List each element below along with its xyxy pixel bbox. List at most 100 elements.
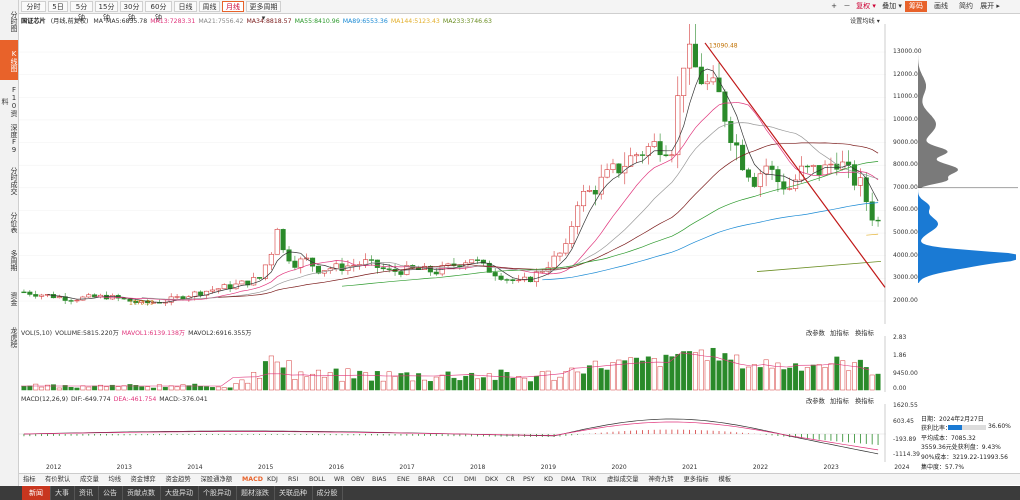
toolbar-right-button-0[interactable]: + — [831, 2, 837, 10]
chip-profit-area — [918, 187, 1016, 283]
candle-body — [533, 271, 539, 283]
candle-body — [539, 271, 545, 273]
indicator-tab-5[interactable]: 资金趋势 — [165, 476, 191, 483]
macd_legend-item: DIF:-649.774 — [71, 396, 111, 403]
indicator-tab-17[interactable]: DMI — [464, 476, 477, 483]
indicator-tab-14[interactable]: ENE — [397, 476, 410, 483]
indicator-tab-23[interactable]: TRIX — [582, 476, 597, 483]
toolbar-right-button-2[interactable]: 复权 ▾ — [856, 2, 876, 10]
sub-button-1[interactable]: 加指标 — [830, 398, 849, 405]
period-button-2[interactable]: 5分钟 — [70, 1, 93, 22]
volume-bar — [310, 373, 316, 391]
left-tab-2[interactable]: F10资料 — [1, 85, 18, 117]
price-tick: 10000.00 — [893, 115, 922, 123]
sub-button-2[interactable]: 换指标 — [855, 398, 874, 405]
volume-bar — [386, 371, 392, 391]
candle-body — [351, 264, 357, 267]
candle-body — [634, 154, 640, 157]
period-button-7[interactable]: 周线 — [199, 1, 220, 12]
sub-button-1[interactable]: 加指标 — [830, 330, 849, 337]
toolbar-right-button-5[interactable]: 画线 — [934, 2, 948, 10]
toolbar-right-button-6[interactable]: 简约 — [959, 2, 973, 10]
period-button-1[interactable]: 5日 — [48, 1, 68, 12]
news-tab-6[interactable]: 个股异动 — [198, 486, 237, 500]
indicator-tab-10[interactable]: BOLL — [309, 476, 326, 483]
indicator-tab-3[interactable]: 均线 — [108, 476, 122, 483]
news-tab-4[interactable]: 贡献点数 — [122, 486, 161, 500]
period-button-6[interactable]: 日线 — [174, 1, 197, 12]
news-tab-7[interactable]: 题材涨跌 — [236, 486, 275, 500]
indicator-tab-16[interactable]: CCI — [443, 476, 454, 483]
sub-button-0[interactable]: 改参数 — [806, 330, 825, 337]
period-button-5[interactable]: 60分钟 — [145, 1, 172, 22]
volume-bar — [363, 372, 369, 391]
indicator-tab-9[interactable]: RSI — [288, 476, 299, 483]
news-tab-0[interactable]: 新闻 — [22, 486, 51, 500]
indicator-tab-22[interactable]: DMA — [561, 476, 576, 483]
indicator-tab-6[interactable]: 深股通净额 — [200, 476, 232, 483]
volume-bar — [787, 367, 793, 391]
indicator-tab-27[interactable]: 模板 — [718, 476, 732, 483]
left-tab-6[interactable]: 多周期 — [10, 249, 18, 271]
news-tab-1[interactable]: 大事 — [50, 486, 75, 500]
volume-bar — [162, 386, 168, 391]
period-button-3[interactable]: 15分钟 — [95, 1, 118, 22]
left-tab-4[interactable]: 分时成交 — [10, 167, 18, 195]
indicator-tab-21[interactable]: KD — [544, 476, 553, 483]
toolbar-right-button-4[interactable]: 筹码 — [905, 1, 927, 12]
period-button-8[interactable]: 月线 — [222, 1, 244, 12]
candle-body — [50, 294, 56, 299]
volume-bar — [233, 383, 239, 391]
left-tab-3[interactable]: 深度F9 — [10, 124, 18, 154]
period-button-9[interactable]: 更多周期 ▾ — [246, 1, 281, 22]
candle-body — [728, 121, 734, 143]
indicator-tab-19[interactable]: CR — [506, 476, 515, 483]
settings-ma-button[interactable]: 设置均线 ▾ — [850, 18, 880, 25]
news-tab-9[interactable]: 成分股 — [312, 486, 343, 500]
indicator-tab-1[interactable]: 有价默认 — [45, 476, 71, 483]
macd-chart[interactable] — [19, 404, 886, 462]
indicator-tab-13[interactable]: BIAS — [372, 476, 387, 483]
left-tab-0[interactable]: 分时图 — [10, 10, 18, 32]
price-chart[interactable]: 13090.48 1773.33 — [19, 24, 886, 324]
trend-line — [704, 42, 886, 288]
indicator-tab-2[interactable]: 成交量 — [80, 476, 99, 483]
candle-body — [286, 249, 292, 262]
indicator-tab-24[interactable]: 虚拟成交量 — [607, 476, 639, 483]
indicator-tab-15[interactable]: BRAR — [418, 476, 436, 483]
toolbar-right-button-7[interactable]: 展开 ▸ — [980, 2, 1000, 10]
left-tab-5[interactable]: 分价表 — [10, 211, 18, 233]
indicator-tab-18[interactable]: DKX — [485, 476, 499, 483]
indicator-tab-26[interactable]: 更多指标 — [683, 476, 709, 483]
left-tab-7[interactable]: 资金 — [10, 292, 18, 306]
indicator-tab-20[interactable]: PSY — [523, 476, 535, 483]
volume-chart[interactable] — [19, 336, 886, 392]
indicator-tab-0[interactable]: 指标 — [23, 476, 36, 483]
indicator-tab-12[interactable]: OBV — [351, 476, 365, 483]
toolbar-right-button-3[interactable]: 叠加 ▾ — [882, 2, 902, 10]
indicator-tab-4[interactable]: 资金博弈 — [130, 476, 156, 483]
indicator-tab-8[interactable]: KDJ — [267, 476, 278, 483]
indicator-tab-11[interactable]: WR — [334, 476, 345, 483]
news-tab-8[interactable]: 关联品种 — [274, 486, 313, 500]
news-tab-2[interactable]: 资讯 — [74, 486, 99, 500]
volume-bar — [769, 367, 775, 391]
news-tab-5[interactable]: 大盘异动 — [160, 486, 199, 500]
period-button-4[interactable]: 30分钟 — [120, 1, 143, 22]
left-tab-8[interactable]: 龙虎榜 — [10, 326, 18, 348]
volume-bar — [846, 370, 852, 391]
sub-button-2[interactable]: 换指标 — [855, 330, 874, 337]
news-tab-3[interactable]: 公告 — [98, 486, 123, 500]
left-tab-1[interactable]: K线图 — [0, 40, 18, 80]
volume-bar — [634, 357, 640, 391]
candle-body — [604, 169, 610, 178]
volume-bar — [404, 372, 410, 391]
volume-bar — [586, 365, 592, 391]
indicator-tab-7[interactable]: MACD — [242, 476, 263, 483]
period-button-0[interactable]: 分时 — [21, 1, 46, 12]
sub-button-0[interactable]: 改参数 — [806, 398, 825, 405]
indicator-tab-25[interactable]: 神奇九转 — [648, 476, 674, 483]
candle-body — [592, 190, 598, 195]
ma-legend: 国证芯片 (月线,前复权) MA MA5:6835.78 MA13:7283.31 M… — [21, 16, 498, 25]
toolbar-right-button-1[interactable]: － — [843, 2, 851, 10]
